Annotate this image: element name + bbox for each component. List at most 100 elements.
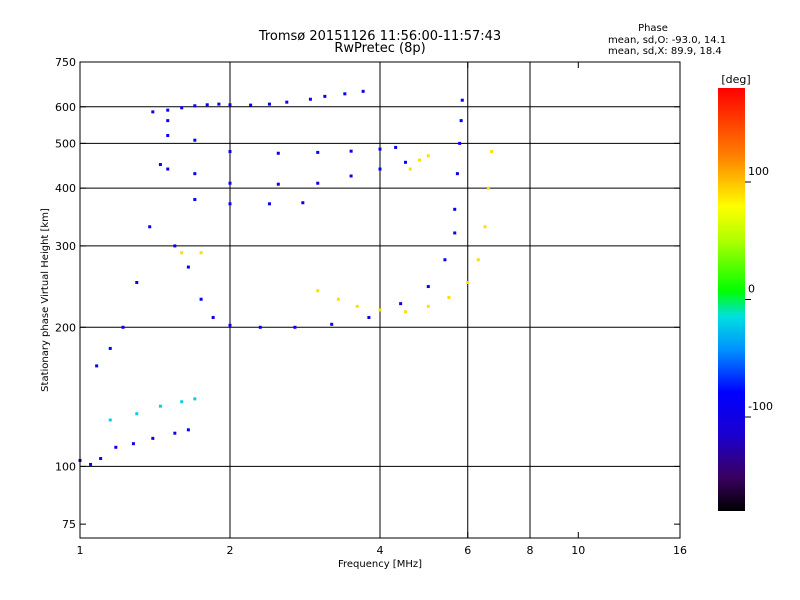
data-point (228, 202, 232, 206)
data-point (135, 281, 139, 285)
data-point (158, 163, 162, 167)
data-point (455, 172, 459, 176)
colorbar-gradient (718, 88, 745, 511)
data-point (316, 289, 320, 293)
data-point (99, 457, 103, 461)
data-point (193, 172, 197, 176)
data-point (193, 397, 197, 401)
data-point (367, 315, 371, 319)
data-point (349, 174, 353, 178)
data-point (453, 207, 457, 211)
y-axis-label: Stationary phase Virtual Height [km] (40, 208, 51, 392)
data-point (114, 445, 118, 449)
data-point (193, 138, 197, 142)
chart-title: Tromsø 20151126 11:56:00-11:57:43 (258, 29, 501, 44)
axis-ticks: 1 2 4 6 8 10 16 75 100 200 300 400 500 600 750 (55, 56, 687, 557)
data-point (228, 103, 232, 107)
data-point (211, 315, 215, 319)
data-point (417, 158, 421, 162)
data-point (403, 310, 407, 314)
data-point (166, 108, 170, 112)
data-point (394, 145, 398, 149)
x-tick-label: 1 (77, 544, 84, 557)
data-point (108, 346, 112, 350)
y-tick-label: 600 (55, 101, 76, 114)
data-point (490, 150, 494, 154)
y-tick-label: 400 (55, 182, 76, 195)
y-tick-label: 75 (62, 518, 76, 531)
phase-stats-x-line: mean, sd,X: 89.9, 18.4 (608, 46, 722, 57)
data-point (276, 182, 280, 186)
y-tick-label: 750 (55, 56, 76, 69)
data-point (199, 251, 203, 255)
data-point (316, 181, 320, 185)
data-point (466, 281, 470, 285)
data-point (180, 251, 184, 255)
data-point (166, 119, 170, 123)
data-point (378, 308, 382, 312)
x-tick-label: 10 (571, 544, 585, 557)
data-point (186, 428, 190, 432)
data-point (151, 110, 155, 114)
colorbar-tick-label: 100 (748, 165, 769, 178)
data-point (426, 154, 430, 158)
data-point (180, 400, 184, 404)
data-point (426, 285, 430, 289)
data-point (151, 436, 155, 440)
y-tick-label: 300 (55, 240, 76, 253)
y-tick-label: 100 (55, 460, 76, 473)
y-tick-label: 200 (55, 321, 76, 334)
colorbar-tick-label: -100 (748, 400, 773, 413)
data-point (193, 104, 197, 108)
data-point (285, 100, 289, 104)
data-point (228, 181, 232, 185)
data-point (403, 160, 407, 164)
colorbar: [deg] 100 0 -100 (718, 73, 773, 511)
x-tick-label: 6 (464, 544, 471, 557)
data-point (361, 89, 365, 93)
data-point (378, 167, 382, 171)
data-point (258, 325, 262, 329)
data-point (330, 322, 334, 326)
phase-stats-o-line: mean, sd,O: -93.0, 14.1 (608, 35, 726, 46)
data-point (166, 167, 170, 171)
data-point (193, 198, 197, 202)
data-point (158, 404, 162, 408)
data-point (267, 102, 271, 106)
data-point (173, 244, 177, 248)
data-point (173, 431, 177, 435)
data-point (447, 296, 451, 300)
data-point (355, 304, 359, 308)
title-block: Tromsø 20151126 11:56:00-11:57:43 RwPret… (258, 29, 501, 56)
data-point (199, 297, 203, 301)
data-point (249, 103, 253, 107)
data-point (476, 258, 480, 262)
data-point (323, 94, 327, 98)
colorbar-tick-label: 0 (748, 283, 755, 296)
colorbar-ticks: 100 0 -100 (745, 165, 773, 418)
data-point (217, 102, 221, 106)
data-point (308, 97, 312, 101)
data-point (486, 186, 490, 190)
data-point (89, 462, 93, 466)
data-point (378, 147, 382, 151)
data-point (228, 150, 232, 154)
data-point (336, 297, 340, 301)
data-point (267, 202, 271, 206)
data-point (483, 225, 487, 229)
data-point (131, 442, 135, 446)
data-point (95, 364, 99, 368)
chart-subtitle: RwPretec (8p) (334, 41, 425, 56)
data-point (205, 103, 209, 107)
data-point (443, 258, 447, 262)
data-point (276, 151, 280, 155)
data-point (460, 98, 464, 102)
data-point (453, 231, 457, 235)
data-point (301, 201, 305, 205)
phase-stats: Phase mean, sd,O: -93.0, 14.1 mean, sd,X… (608, 23, 726, 57)
data-point (349, 149, 353, 153)
data-point (293, 325, 297, 329)
phase-stats-heading: Phase (638, 23, 668, 34)
x-tick-label: 2 (227, 544, 234, 557)
